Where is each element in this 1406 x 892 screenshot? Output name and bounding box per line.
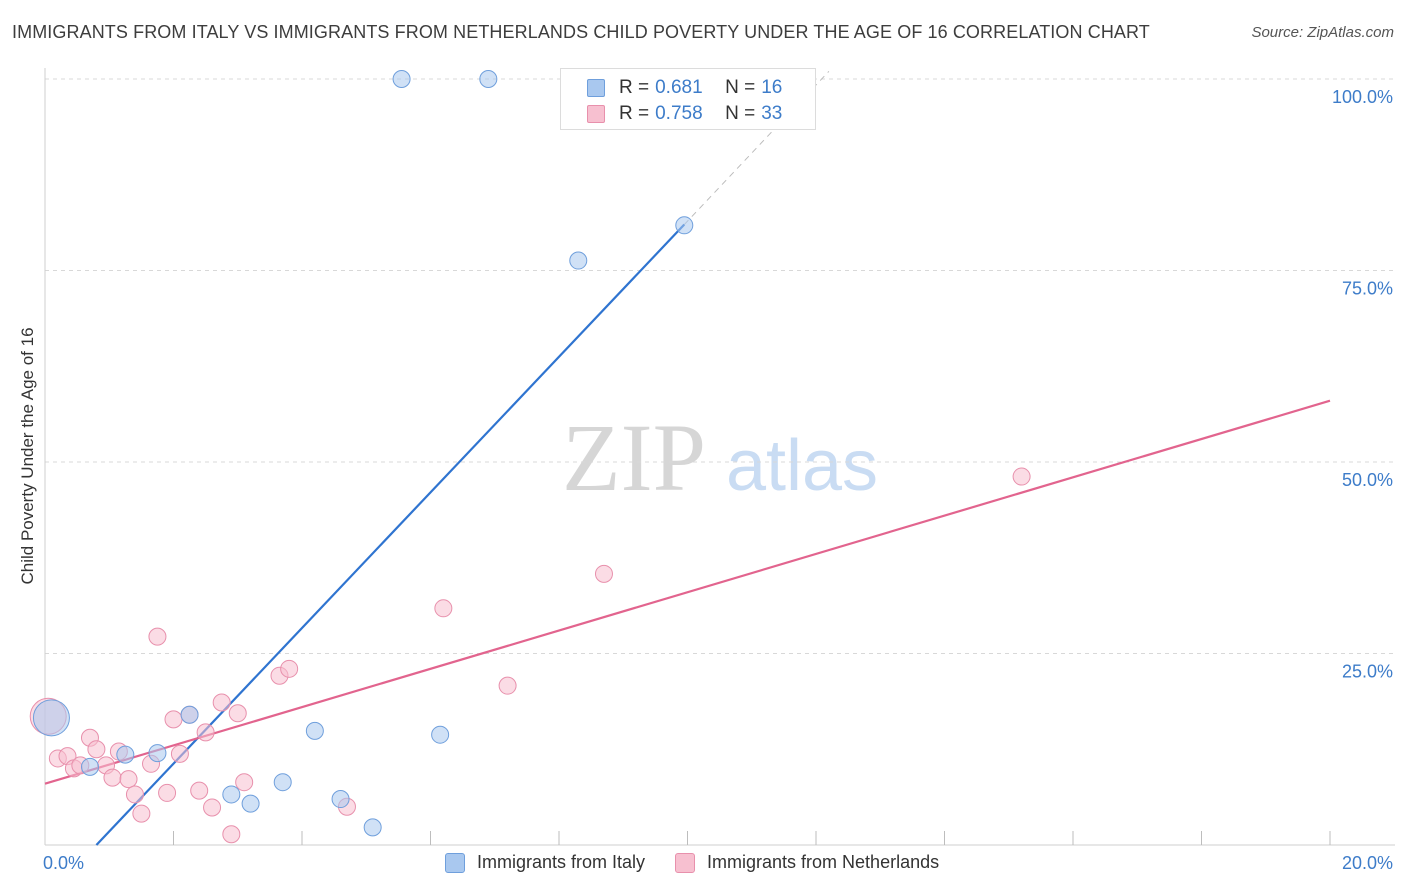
- r-label: R =: [619, 103, 650, 124]
- italy-point: [431, 725, 450, 744]
- r-value: 0.681: [655, 77, 703, 98]
- legend-label-italy: Immigrants from Italy: [477, 852, 646, 872]
- netherlands-point: [594, 564, 613, 583]
- netherlands-point: [170, 744, 189, 763]
- x-tick-label: 0.0%: [43, 853, 84, 873]
- italy-point: [148, 744, 167, 763]
- y-tick-label: 75.0%: [1342, 279, 1393, 299]
- italy-trend-line: [95, 223, 686, 846]
- legend-label-netherlands: Immigrants from Netherlands: [707, 852, 940, 872]
- italy-point: [363, 818, 382, 837]
- netherlands-trend-line: [44, 399, 1331, 785]
- y-axis-label: Child Poverty Under the Age of 16: [18, 327, 37, 585]
- netherlands-point: [203, 798, 222, 817]
- italy-point: [222, 785, 241, 804]
- chart-title: IMMIGRANTS FROM ITALY VS IMMIGRANTS FROM…: [12, 22, 1150, 42]
- n-label: N =: [725, 103, 756, 124]
- netherlands-point: [103, 768, 122, 787]
- italy-trend-extension: [683, 70, 830, 225]
- y-tick-label: 25.0%: [1342, 662, 1393, 682]
- legend-row-italy: R = 0.681 N = 16: [587, 76, 782, 100]
- r-value: 0.758: [655, 103, 703, 124]
- netherlands-point: [1012, 467, 1031, 486]
- italy-point: [479, 70, 498, 88]
- data-points: [29, 70, 1031, 844]
- netherlands-point: [280, 659, 299, 678]
- italy-point: [331, 790, 350, 809]
- italy-point: [569, 251, 588, 270]
- watermark-zip: ZIP: [562, 404, 706, 511]
- x-tick-labels: 0.0% 20.0%: [43, 853, 1393, 873]
- netherlands-point: [212, 693, 231, 712]
- n-label: N =: [725, 77, 756, 98]
- netherlands-point: [148, 627, 167, 646]
- italy-point: [241, 794, 260, 813]
- netherlands-point: [222, 825, 241, 844]
- netherlands-point: [498, 676, 517, 695]
- netherlands-point: [158, 783, 177, 802]
- netherlands-point: [434, 599, 453, 618]
- italy-swatch: [587, 79, 605, 97]
- netherlands-legend-swatch: [675, 852, 696, 873]
- netherlands-point: [119, 770, 138, 789]
- netherlands-point: [190, 781, 209, 800]
- axes: [44, 68, 1395, 846]
- watermark-atlas: atlas: [726, 426, 878, 506]
- italy-legend-swatch: [445, 852, 465, 873]
- italy-point: [675, 216, 694, 235]
- x-ticks: [173, 831, 1331, 845]
- stats-legend: R = 0.681 N = 16 R = 0.758 N = 33: [560, 68, 816, 130]
- n-value: 33: [761, 103, 783, 124]
- italy-point: [273, 773, 292, 792]
- legend-item-netherlands[interactable]: Immigrants from Netherlands: [675, 852, 939, 873]
- italy-point: [305, 721, 324, 740]
- n-value: 16: [761, 77, 783, 98]
- legend-row-netherlands: R = 0.758 N = 33: [587, 102, 782, 126]
- y-tick-label: 100.0%: [1332, 87, 1393, 107]
- italy-point: [116, 745, 135, 764]
- source-label[interactable]: Source: ZipAtlas.com: [1251, 24, 1394, 41]
- series-legend: Immigrants from Italy Immigrants from Ne…: [445, 852, 969, 873]
- x-tick-label: 20.0%: [1342, 853, 1393, 873]
- netherlands-point: [132, 804, 151, 823]
- netherlands-point: [228, 704, 247, 723]
- netherlands-point: [87, 740, 106, 759]
- y-tick-label: 50.0%: [1342, 470, 1393, 490]
- netherlands-point: [125, 785, 144, 804]
- italy-point: [392, 70, 411, 88]
- italy-point: [180, 705, 199, 724]
- trend-lines: [44, 70, 1331, 846]
- netherlands-point: [235, 773, 254, 792]
- netherlands-point: [196, 723, 215, 742]
- watermark: ZIP atlas: [562, 404, 878, 511]
- gridlines: [45, 78, 1395, 654]
- y-tick-labels: 25.0% 50.0% 75.0% 100.0%: [1332, 87, 1393, 682]
- netherlands-swatch: [587, 105, 605, 123]
- netherlands-point: [164, 710, 183, 729]
- italy-point: [32, 699, 70, 737]
- legend-item-italy[interactable]: Immigrants from Italy: [445, 852, 645, 873]
- r-label: R =: [619, 77, 650, 98]
- italy-point: [80, 757, 99, 776]
